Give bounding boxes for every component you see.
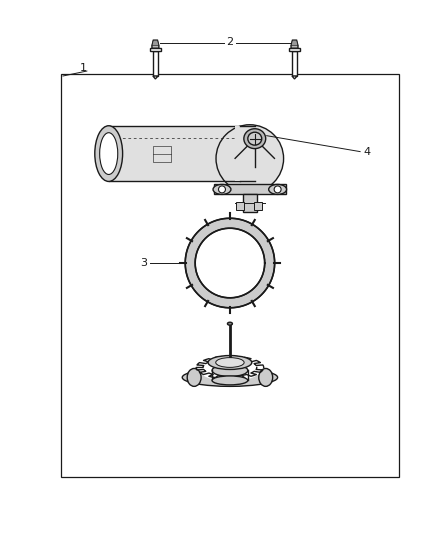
Ellipse shape xyxy=(216,358,244,367)
Bar xyxy=(153,146,171,161)
Bar xyxy=(289,48,300,51)
Ellipse shape xyxy=(212,376,248,385)
Polygon shape xyxy=(152,40,159,48)
Ellipse shape xyxy=(259,368,273,386)
Bar xyxy=(61,74,399,477)
Bar xyxy=(292,51,297,76)
Ellipse shape xyxy=(213,184,231,195)
Ellipse shape xyxy=(182,368,278,386)
Polygon shape xyxy=(292,76,297,79)
Ellipse shape xyxy=(197,353,263,382)
Circle shape xyxy=(219,186,226,193)
Ellipse shape xyxy=(100,133,118,174)
Bar xyxy=(243,195,257,212)
Text: 2: 2 xyxy=(226,37,233,47)
Text: 3: 3 xyxy=(140,258,147,268)
Ellipse shape xyxy=(212,365,248,376)
Bar xyxy=(254,203,262,211)
Polygon shape xyxy=(153,76,158,79)
Polygon shape xyxy=(291,40,298,48)
Ellipse shape xyxy=(227,322,233,325)
Ellipse shape xyxy=(95,126,123,181)
Circle shape xyxy=(274,186,281,193)
Text: 1: 1 xyxy=(79,63,86,73)
Polygon shape xyxy=(152,40,159,46)
Bar xyxy=(235,126,255,181)
Bar xyxy=(153,51,158,76)
Ellipse shape xyxy=(187,368,201,386)
Bar xyxy=(109,126,240,181)
Bar xyxy=(214,184,286,195)
Ellipse shape xyxy=(208,356,252,369)
Polygon shape xyxy=(291,40,298,46)
Ellipse shape xyxy=(244,129,266,149)
Bar xyxy=(236,203,244,211)
Ellipse shape xyxy=(248,132,262,145)
Ellipse shape xyxy=(216,125,283,192)
Text: 4: 4 xyxy=(364,147,371,157)
Ellipse shape xyxy=(268,184,286,195)
Bar xyxy=(150,48,161,51)
